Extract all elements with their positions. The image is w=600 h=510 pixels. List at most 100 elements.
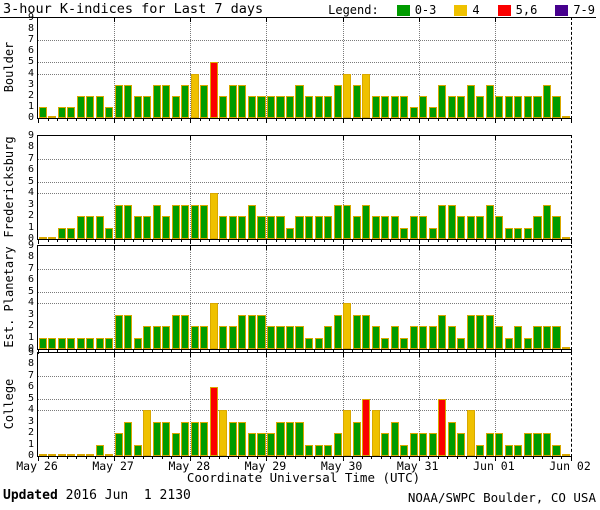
panel-college xyxy=(37,352,572,461)
k-index-bar xyxy=(152,84,161,118)
day-tick-top xyxy=(342,18,344,22)
hour-tick xyxy=(47,457,49,459)
hour-tick xyxy=(437,457,439,459)
k-index-bar xyxy=(552,326,561,349)
hour-tick xyxy=(399,457,401,459)
hour-tick xyxy=(133,240,135,242)
hour-tick xyxy=(399,119,401,121)
hour-tick xyxy=(47,240,49,242)
k-index-bar xyxy=(238,84,247,118)
hour-tick xyxy=(209,240,211,242)
k-index-bar xyxy=(409,216,418,239)
hour-tick xyxy=(275,240,277,242)
k-index-bar xyxy=(514,444,523,456)
k-index-bar xyxy=(381,433,390,456)
hour-tick xyxy=(485,119,487,121)
k-index-bar xyxy=(495,95,504,118)
k-index-bar xyxy=(324,444,333,456)
k-index-bar xyxy=(333,314,342,349)
day-tick-top xyxy=(114,18,116,22)
hour-tick xyxy=(485,457,487,459)
hour-tick xyxy=(95,119,97,121)
hour-tick xyxy=(542,119,544,121)
hour-tick xyxy=(142,119,144,121)
k-index-bar xyxy=(162,421,171,456)
k-index-bar xyxy=(314,216,323,239)
day-tick-bottom xyxy=(494,119,496,123)
x-tick-label: May 30 xyxy=(320,459,363,473)
day-tick-bottom xyxy=(418,457,420,461)
k-index-bar xyxy=(428,326,437,349)
k-index-bar xyxy=(48,337,57,349)
k-index-bar xyxy=(533,326,542,349)
hour-tick xyxy=(380,240,382,242)
y-tick-label: 7 xyxy=(27,369,34,381)
hour-tick xyxy=(504,457,506,459)
hour-tick xyxy=(304,119,306,121)
hour-tick xyxy=(399,240,401,242)
hour-tick xyxy=(542,457,544,459)
day-tick-bottom xyxy=(342,457,344,461)
k-index-bar xyxy=(181,421,190,456)
k-index-bar xyxy=(362,314,371,349)
hour-tick xyxy=(390,119,392,121)
k-index-bar xyxy=(67,337,76,349)
hour-tick xyxy=(532,119,534,121)
day-tick-top xyxy=(190,136,192,140)
day-tick-top xyxy=(190,246,192,250)
k-index-bar xyxy=(152,204,161,239)
hour-tick xyxy=(104,240,106,242)
gridline-day xyxy=(114,353,116,456)
y-tick-label: 4 xyxy=(27,67,34,79)
k-index-bar xyxy=(314,444,323,456)
k-index-bar xyxy=(438,84,447,118)
hour-tick xyxy=(57,457,59,459)
k-index-bar xyxy=(485,84,494,118)
k-index-bar xyxy=(457,216,466,239)
hour-tick xyxy=(333,240,335,242)
k-index-bar xyxy=(295,421,304,456)
day-tick-bottom xyxy=(571,240,572,244)
k-index-bar xyxy=(447,421,456,456)
hour-tick xyxy=(542,350,544,352)
k-index-bar xyxy=(247,95,256,118)
k-index-bar xyxy=(552,95,561,118)
y-tick-label: 5 xyxy=(27,175,34,187)
gridline-day xyxy=(494,136,496,239)
day-tick-top xyxy=(266,136,268,140)
hour-tick xyxy=(123,457,125,459)
k-index-bar xyxy=(362,73,371,118)
hour-tick xyxy=(171,457,173,459)
k-index-bar xyxy=(447,326,456,349)
k-index-bar xyxy=(38,106,47,118)
hour-tick xyxy=(57,350,59,352)
hour-tick xyxy=(447,240,449,242)
k-index-bar xyxy=(419,326,428,349)
gridline-day xyxy=(494,246,496,349)
x-tick-label: Jun 02 xyxy=(549,459,591,473)
hour-tick xyxy=(323,457,325,459)
k-index-bar xyxy=(381,216,390,239)
k-index-bar xyxy=(400,337,409,349)
y-tick-label: 5 xyxy=(27,285,34,297)
hour-tick xyxy=(409,350,411,352)
hour-tick xyxy=(161,240,163,242)
k-index-bar xyxy=(105,227,114,239)
k-index-bar xyxy=(552,444,561,456)
k-index-bar xyxy=(105,106,114,118)
hour-tick xyxy=(551,457,553,459)
day-tick-top xyxy=(418,353,420,357)
hour-tick xyxy=(475,457,477,459)
y-tick-label: 1 xyxy=(27,100,34,112)
k-index-bar xyxy=(305,216,314,239)
k-index-bar xyxy=(542,84,552,118)
hour-tick xyxy=(314,350,316,352)
gridline-y-4 xyxy=(38,73,571,75)
k-index-bar xyxy=(114,84,123,118)
hour-tick xyxy=(199,119,201,121)
k-index-bar xyxy=(447,204,456,239)
k-index-bar xyxy=(57,227,66,239)
y-tick-label: 6 xyxy=(27,164,34,176)
hour-tick xyxy=(314,240,316,242)
hour-tick xyxy=(256,240,258,242)
